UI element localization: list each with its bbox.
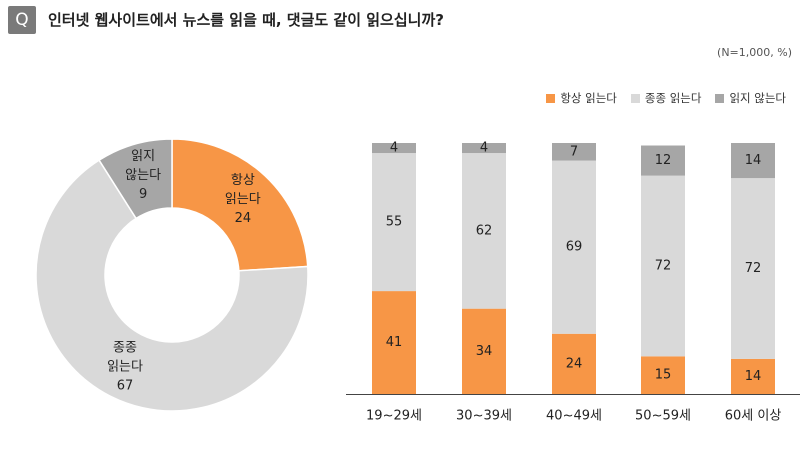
legend-swatch-always — [546, 93, 556, 103]
bar-segment — [462, 153, 506, 309]
donut-value-label: 67 — [117, 379, 134, 394]
bar-segment — [552, 333, 596, 394]
legend-item-never: 읽지 않는다 — [715, 90, 786, 106]
bar-segment — [731, 358, 775, 394]
x-tick-label: 30~39세 — [456, 409, 512, 424]
donut-slice-label: 읽지 — [131, 149, 155, 164]
donut-slice — [171, 138, 309, 272]
bar-segment — [552, 160, 596, 334]
question-badge: Q — [8, 6, 36, 34]
legend-label-sometimes: 종종 읽는다 — [644, 91, 702, 105]
bar-value-label: 69 — [566, 240, 583, 255]
bar-segment — [641, 145, 685, 176]
bar-segment — [641, 356, 685, 394]
bar-value-label: 41 — [386, 335, 403, 350]
bar-value-label: 15 — [655, 368, 672, 383]
donut-slice-label: 않는다 — [125, 168, 161, 183]
bar-segment — [372, 143, 416, 154]
bar-value-label: 14 — [745, 369, 762, 384]
legend-swatch-sometimes — [630, 93, 640, 103]
bar-segment — [462, 308, 506, 394]
bar-value-label: 7 — [570, 144, 578, 159]
legend-swatch-never — [715, 93, 725, 103]
donut-slice-label: 항상 — [231, 173, 255, 188]
x-tick-label: 40~49세 — [546, 409, 602, 424]
legend-label-never: 읽지 않는다 — [729, 91, 786, 105]
x-tick-label: 50~59세 — [635, 409, 691, 424]
bar-value-label: 72 — [745, 261, 762, 276]
bar-segment — [731, 178, 775, 359]
x-tick-label: 19~29세 — [366, 409, 422, 424]
donut-slice-label: 읽는다 — [225, 192, 261, 207]
bar-value-label: 4 — [390, 141, 398, 156]
bar-value-label: 12 — [655, 153, 672, 168]
donut-value-label: 24 — [235, 211, 252, 226]
legend-item-sometimes: 종종 읽는다 — [630, 90, 702, 106]
x-tick-label: 60세 이상 — [725, 409, 782, 424]
donut-slice-label: 종종 — [113, 341, 137, 356]
legend-label-always: 항상 읽는다 — [560, 91, 617, 105]
bar-segment — [462, 143, 506, 154]
bar-value-label: 55 — [386, 215, 403, 230]
donut-slice — [98, 138, 173, 220]
bar-segment — [552, 143, 596, 161]
sample-note: (N=1,000, %) — [717, 46, 792, 59]
donut-slice — [35, 159, 309, 412]
bar-value-label: 72 — [655, 258, 672, 273]
bar-value-label: 62 — [476, 223, 493, 238]
legend: 항상 읽는다 종종 읽는다 읽지 않는다 — [546, 90, 786, 106]
legend-item-always: 항상 읽는다 — [546, 90, 617, 106]
donut-slice-label: 읽는다 — [107, 360, 143, 375]
bar-value-label: 34 — [476, 344, 493, 359]
bar-value-label: 14 — [745, 153, 762, 168]
bar-segment — [372, 153, 416, 292]
bar-segment — [731, 143, 775, 179]
donut-value-label: 9 — [139, 187, 147, 202]
bar-segment — [372, 291, 416, 394]
question-title: 인터넷 웹사이트에서 뉴스를 읽을 때, 댓글도 같이 읽으십니까? — [48, 11, 444, 29]
bar-value-label: 24 — [566, 356, 583, 371]
bar-segment — [641, 175, 685, 357]
bar-value-label: 4 — [480, 141, 488, 156]
